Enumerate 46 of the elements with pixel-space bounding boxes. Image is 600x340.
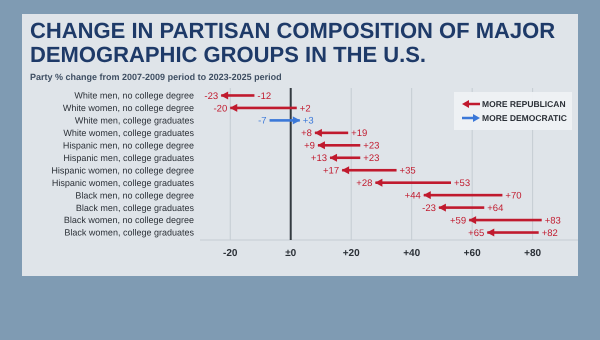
y-tick-label: Hispanic men, no college degree bbox=[62, 140, 194, 150]
x-tick-label: ±0 bbox=[285, 248, 297, 259]
x-tick-label: +20 bbox=[342, 248, 360, 259]
annotation: +28 bbox=[356, 178, 372, 190]
chart-subtitle: Party % change from 2007-2009 period to 2023-2025 period bbox=[30, 72, 282, 82]
chart-title: CHANGE IN PARTISAN COMPOSITION OF MAJOR DEMOGRAPHIC GROUPS IN THE U.S. bbox=[30, 18, 556, 67]
x-tick-label: +40 bbox=[403, 248, 421, 259]
annotation: -23 bbox=[204, 90, 218, 102]
annotation: +70 bbox=[505, 190, 522, 202]
annotation: +8 bbox=[301, 128, 312, 140]
x-tick-label: +60 bbox=[464, 248, 482, 259]
y-tick-label: Black women, no college degree bbox=[64, 215, 194, 226]
annotation: +23 bbox=[363, 153, 380, 164]
y-tick-label: White men, college graduates bbox=[74, 116, 194, 126]
y-tick-label: White men, no college degree bbox=[74, 90, 194, 101]
y-tick-label: Hispanic men, college graduates bbox=[63, 152, 194, 163]
y-tick-label: Black women, college graduates bbox=[64, 228, 194, 238]
annotation: -7 bbox=[258, 116, 267, 127]
y-tick-label: White women, college graduates bbox=[63, 128, 194, 138]
y-tick-label: Black men, college graduates bbox=[76, 202, 194, 213]
x-tick-label: +80 bbox=[524, 248, 542, 259]
annotation: +83 bbox=[544, 215, 561, 226]
x-tick-label: -20 bbox=[223, 248, 238, 259]
annotation: +2 bbox=[300, 103, 311, 114]
y-tick-label: White women, no college degree bbox=[62, 103, 194, 114]
annotation: +3 bbox=[302, 116, 314, 127]
annotation: +17 bbox=[323, 166, 340, 177]
annotation: +53 bbox=[454, 178, 470, 190]
annotation: -23 bbox=[422, 202, 436, 214]
y-tick-label: Hispanic women, college graduates bbox=[52, 178, 194, 188]
annotation: +19 bbox=[351, 128, 368, 140]
y-tick-label: Black men, no college degree bbox=[75, 190, 194, 200]
annotation: +35 bbox=[400, 166, 416, 177]
annotation: +64 bbox=[487, 202, 504, 214]
legend-label: MORE DEMOCRATIC bbox=[482, 112, 567, 123]
annotation: +82 bbox=[542, 228, 558, 239]
annotation: -20 bbox=[214, 103, 228, 114]
y-tick-label: Hispanic women, no college degree bbox=[51, 165, 194, 176]
annotation: -12 bbox=[257, 90, 272, 102]
legend-label: MORE REPUBLICAN bbox=[482, 98, 566, 109]
annotation: +23 bbox=[363, 140, 380, 152]
annotation: +13 bbox=[310, 153, 328, 164]
annotation: +59 bbox=[450, 215, 466, 226]
annotation: +9 bbox=[304, 140, 315, 152]
annotation: +65 bbox=[468, 228, 484, 239]
annotation: +44 bbox=[404, 190, 421, 202]
